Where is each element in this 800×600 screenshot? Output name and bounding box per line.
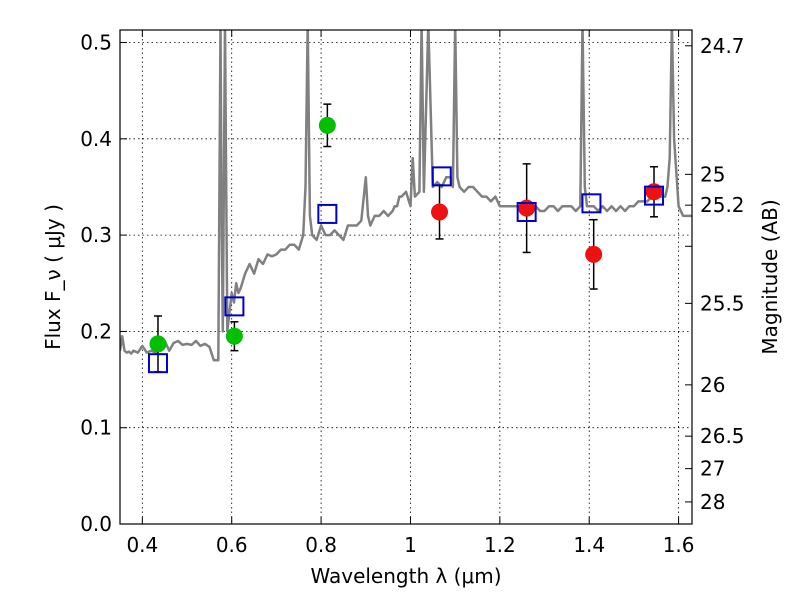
x-tick-label: 1.6 — [663, 533, 695, 557]
y-tick-label: 0.5 — [80, 31, 112, 55]
y2-axis-label: Magnitude (AB) — [758, 199, 782, 354]
observed-flux-green-point — [318, 116, 336, 134]
y-axis-label: Flux F_ν ( μJy ) — [41, 204, 65, 350]
y2-tick-label: 26.5 — [700, 424, 745, 448]
y-tick-label: 0.0 — [80, 512, 112, 536]
y2-tick-label: 25.2 — [700, 193, 745, 217]
x-tick-label: 1.2 — [484, 533, 516, 557]
axis-ticks: 0.4 0.6 0.8 1 1.2 1.4 1.6 0.0 0.1 0.2 0.3 0.4 0.5 24.… — [80, 30, 745, 557]
model-flux-square — [431, 166, 452, 187]
y2-tick-label: 26 — [700, 373, 725, 397]
model-flux-square — [224, 296, 245, 317]
y-tick-label: 0.2 — [80, 319, 112, 343]
y-tick-label: 0.3 — [80, 223, 112, 247]
x-tick-label: 1.4 — [573, 533, 605, 557]
plot-frame — [119, 29, 693, 525]
model-flux-square — [317, 203, 338, 224]
model-spectrum-line — [120, 30, 692, 362]
model-flux-square — [644, 185, 665, 206]
model-flux-square — [581, 193, 602, 214]
data-markers — [147, 103, 665, 374]
y2-tick-label: 25.5 — [700, 291, 745, 315]
x-axis-label: Wavelength λ (μm) — [310, 564, 501, 588]
y2-tick-label: 24.7 — [700, 34, 745, 58]
observed-flux-red-point — [585, 245, 603, 263]
y-tick-label: 0.1 — [80, 416, 112, 440]
x-tick-label: 1 — [404, 533, 417, 557]
x-tick-label: 0.4 — [126, 533, 158, 557]
model-flux-square — [516, 202, 537, 222]
observed-flux-red-point — [431, 203, 449, 221]
y2-tick-label: 25 — [700, 162, 725, 186]
y2-tick-label: 28 — [700, 490, 725, 514]
x-tick-label: 0.6 — [216, 533, 248, 557]
x-tick-label: 0.8 — [305, 533, 337, 557]
y-tick-label: 0.4 — [80, 127, 112, 151]
model-flux-square — [147, 353, 168, 374]
observed-flux-green-point — [225, 327, 243, 345]
y2-tick-label: 27 — [700, 457, 725, 481]
grid-lines — [120, 30, 692, 525]
observed-flux-green-point — [149, 335, 167, 353]
